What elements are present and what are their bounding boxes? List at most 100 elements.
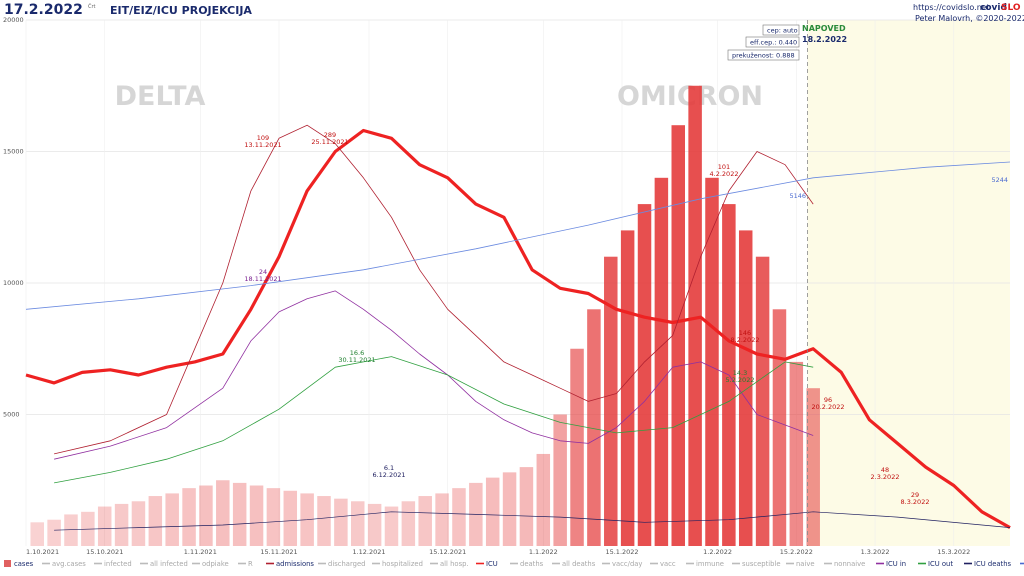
admissions-line bbox=[54, 124, 814, 455]
legend-label: all hosp. bbox=[440, 560, 469, 568]
x-tick-label: 1.10.2021 bbox=[26, 548, 59, 556]
x-tick-label: 15.1.2022 bbox=[605, 548, 638, 556]
legend-label: vacc bbox=[660, 560, 676, 568]
legend-item-icu-deaths[interactable]: ICU deaths bbox=[964, 560, 1012, 568]
cases-bar bbox=[806, 388, 820, 546]
legend-item-icu-out[interactable]: ICU out bbox=[918, 560, 953, 568]
credit-brand-a: covid bbox=[980, 3, 1007, 13]
legend-item-icu[interactable]: ICU bbox=[476, 560, 498, 568]
cases-bar bbox=[485, 477, 500, 546]
annotation-value: 16.6 bbox=[350, 349, 364, 357]
legend-item-naive[interactable]: naive bbox=[786, 560, 815, 568]
x-tick-label: 1.11.2021 bbox=[184, 548, 217, 556]
legend-label: ICU in bbox=[886, 560, 906, 568]
credit-brand-b: SLO bbox=[1001, 3, 1021, 13]
legend-label: deaths bbox=[520, 560, 544, 568]
cases-bar bbox=[519, 467, 534, 546]
cases-bar bbox=[671, 125, 685, 546]
legend-swatch bbox=[4, 560, 11, 567]
annotation-date: 4.2.2022 bbox=[710, 170, 739, 178]
legend-item-discharged[interactable]: discharged bbox=[318, 560, 365, 568]
annotation-value: 101 bbox=[718, 163, 730, 171]
cases-bar bbox=[604, 256, 618, 546]
cases-bar bbox=[755, 256, 770, 546]
cases-bar bbox=[620, 230, 635, 546]
annotation-value: 146 bbox=[739, 329, 751, 337]
cases-bar bbox=[401, 501, 416, 546]
cases-bar bbox=[705, 177, 719, 547]
legend-item-icu-in[interactable]: ICU in bbox=[876, 560, 906, 568]
cases-bar bbox=[570, 348, 584, 546]
legend-item-all-icu[interactable]: all ICU bbox=[1020, 560, 1024, 568]
icu-in-line bbox=[54, 290, 814, 460]
icu-deaths-line bbox=[54, 511, 1011, 531]
cases-bar bbox=[317, 496, 331, 546]
forecast-date: 18.2.2022 bbox=[802, 35, 847, 44]
legend: cases avg.cases infected all infected odpiak… bbox=[4, 560, 1024, 568]
credit-url[interactable]: https://covidslo.net bbox=[913, 3, 990, 12]
legend-label: ICU deaths bbox=[974, 560, 1012, 568]
cases-bar bbox=[64, 514, 78, 546]
legend-item-infected[interactable]: infected bbox=[94, 560, 132, 568]
x-tick-label: 15.12.2021 bbox=[429, 548, 466, 556]
x-tick-label: 15.10.2021 bbox=[86, 548, 123, 556]
y-tick-label: 5000 bbox=[3, 411, 20, 419]
legend-item-admissions[interactable]: admissions bbox=[266, 560, 314, 568]
legend-item-odpiake[interactable]: odpiake bbox=[192, 560, 229, 568]
cases-bar bbox=[384, 506, 399, 546]
legend-label: odpiake bbox=[202, 560, 229, 568]
legend-item-susceptible[interactable]: susceptible bbox=[732, 560, 781, 568]
cases-bar bbox=[165, 493, 179, 546]
x-tick-label: 15.3.2022 bbox=[937, 548, 970, 556]
legend-item-all-hosp-[interactable]: all hosp. bbox=[430, 560, 469, 568]
forecast-param-box-3: prekuženost: 0.888 bbox=[727, 49, 800, 61]
legend-item-hospitalized[interactable]: hospitalized bbox=[372, 560, 423, 568]
y-tick-label: 15000 bbox=[3, 148, 24, 156]
cases-bar bbox=[789, 361, 804, 546]
legend-label: discharged bbox=[328, 560, 365, 568]
cases-bar bbox=[367, 503, 382, 546]
cases-bar bbox=[435, 493, 449, 546]
header-date-suffix: Črt bbox=[88, 3, 96, 10]
legend-item-avg-cases[interactable]: avg.cases bbox=[42, 560, 86, 568]
legend-item-r[interactable]: R bbox=[238, 560, 253, 568]
legend-item-vacc-day[interactable]: vacc/day bbox=[602, 560, 642, 568]
legend-item-all-deaths[interactable]: all deaths bbox=[552, 560, 596, 568]
legend-item-deaths[interactable]: deaths bbox=[510, 560, 544, 568]
cases-bar bbox=[199, 485, 213, 546]
cases-bar bbox=[637, 204, 652, 546]
legend-label: infected bbox=[104, 560, 132, 568]
annotation-date: 18.11.2021 bbox=[244, 275, 281, 283]
legend-label: ICU bbox=[486, 560, 498, 568]
cases-bar bbox=[418, 496, 432, 546]
header-title: EIT/EIZ/ICU PROJEKCIJA bbox=[110, 4, 252, 17]
annotation-date: 13.11.2021 bbox=[244, 141, 281, 149]
x-tick-label: 15.2.2022 bbox=[780, 548, 813, 556]
annotation-value: 29 bbox=[911, 491, 919, 499]
x-tick-label: 15.11.2021 bbox=[260, 548, 297, 556]
variant-watermark: DELTA bbox=[115, 81, 206, 112]
all-icu-line bbox=[25, 161, 1011, 310]
cases-bar bbox=[283, 490, 298, 546]
annotation-date: 30.11.2021 bbox=[338, 356, 375, 364]
legend-item-immune[interactable]: immune bbox=[686, 560, 724, 568]
forecast-param-1: cep: auto bbox=[767, 27, 798, 35]
legend-item-cases[interactable]: cases bbox=[4, 560, 34, 568]
legend-label: susceptible bbox=[742, 560, 781, 568]
annotation-value: 96 bbox=[824, 396, 832, 404]
legend-label: all infected bbox=[150, 560, 188, 568]
x-tick-label: 1.12.2021 bbox=[352, 548, 385, 556]
legend-item-nonnaive[interactable]: nonnaive bbox=[824, 560, 865, 568]
forecast-param-box-2: eff.cep.: 0.440 bbox=[745, 36, 800, 48]
cases-bar bbox=[772, 309, 787, 546]
legend-label: immune bbox=[696, 560, 724, 568]
legend-item-all-infected[interactable]: all infected bbox=[140, 560, 188, 568]
cases-bar bbox=[502, 472, 517, 546]
forecast-label: NAPOVED bbox=[802, 24, 846, 33]
y-tick-label: 20000 bbox=[3, 16, 24, 24]
legend-label: vacc/day bbox=[612, 560, 642, 568]
icu-line bbox=[25, 128, 1011, 529]
x-tick-label: 1.3.2022 bbox=[861, 548, 890, 556]
legend-item-vacc[interactable]: vacc bbox=[650, 560, 676, 568]
